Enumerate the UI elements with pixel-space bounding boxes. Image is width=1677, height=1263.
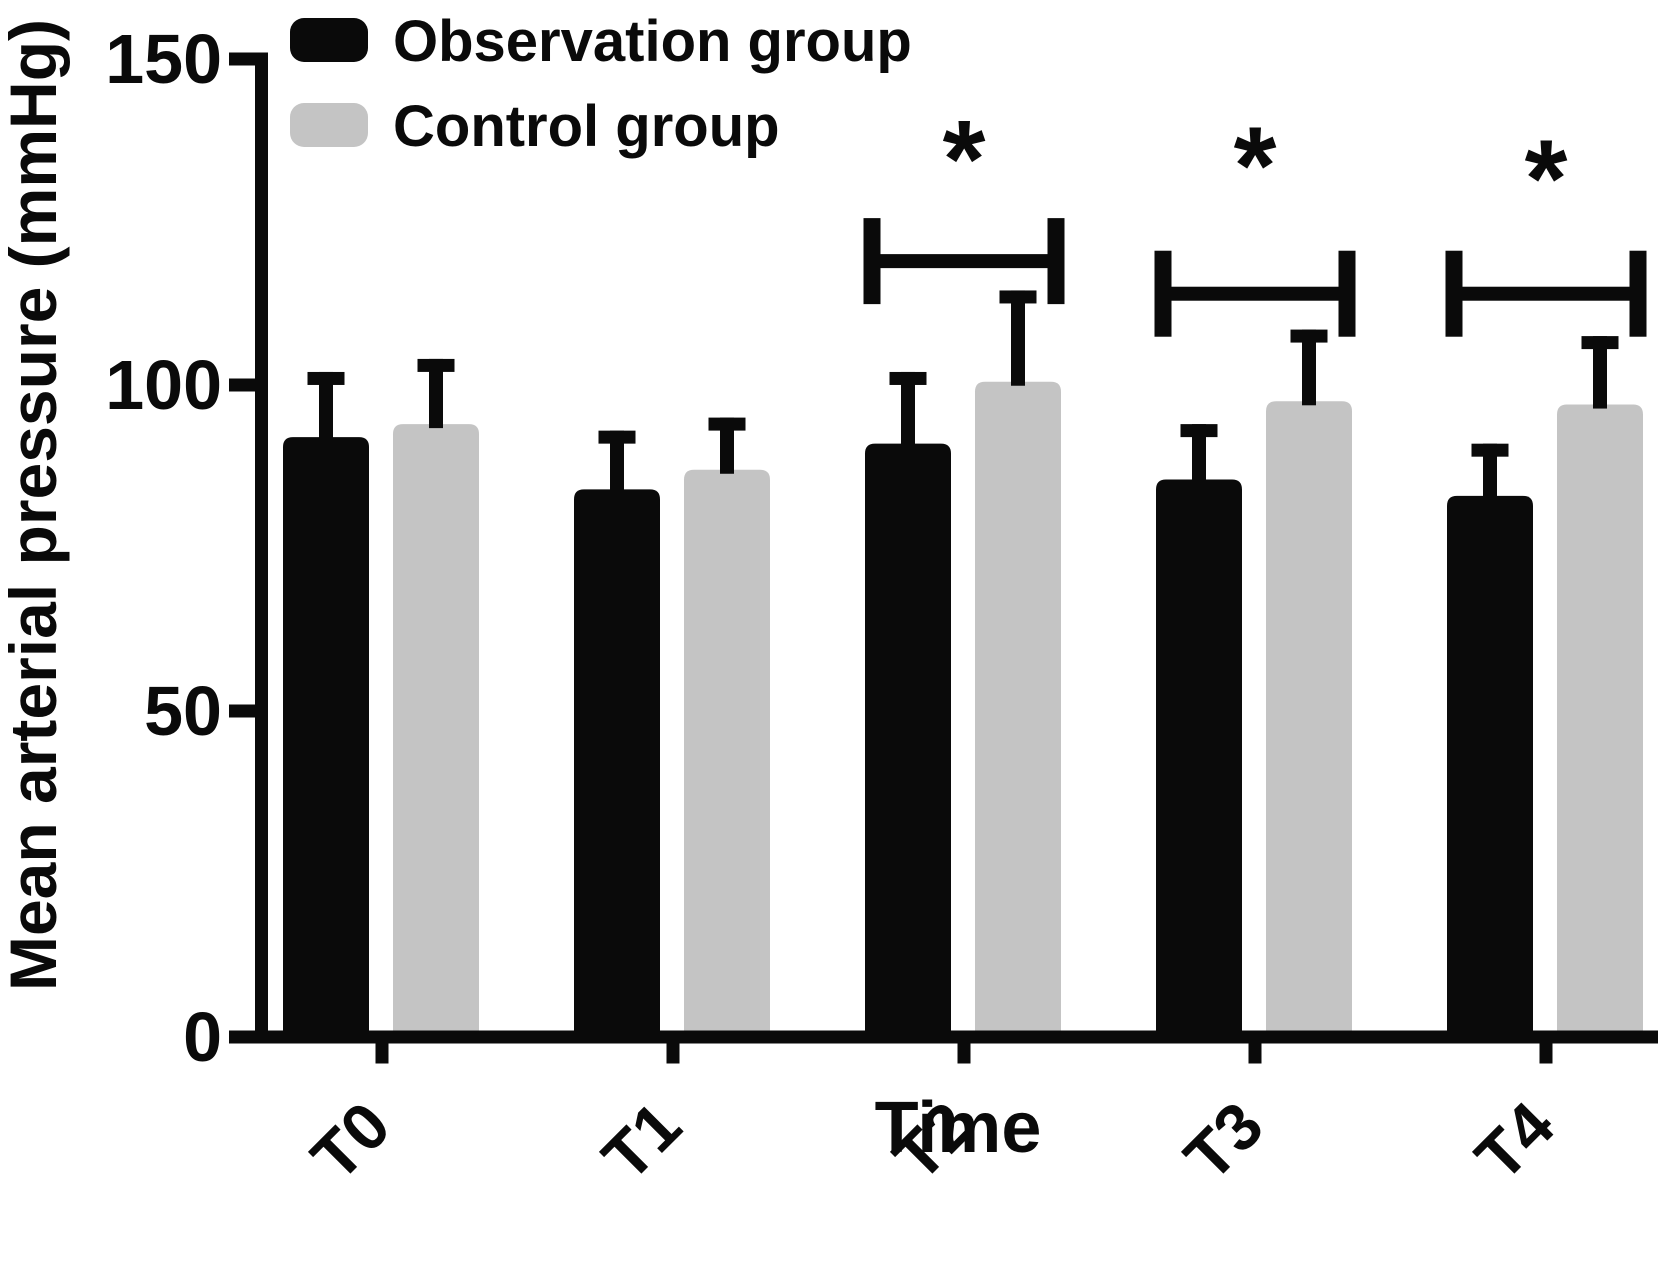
legend-label-observation-group: Observation group [393, 9, 912, 74]
error-cap-control-T3 [1290, 329, 1328, 343]
sig-bracket-left-cap-T2 [863, 218, 881, 305]
error-stem-observation-T1 [610, 430, 624, 494]
x-tick-label-T3: T3 [1170, 1088, 1277, 1195]
y-tick-100 [229, 378, 255, 392]
bar-control-T2 [975, 381, 1061, 1037]
x-tick-T1 [666, 1043, 680, 1064]
x-axis-title: Time [875, 1088, 1042, 1168]
error-stem-observation-T3 [1192, 424, 1206, 484]
error-cap-observation-T3 [1180, 424, 1218, 438]
bar-observation-T1 [574, 489, 660, 1037]
error-stem-control-T0 [429, 358, 443, 429]
y-tick-0 [229, 1030, 255, 1044]
legend-swatch-observation-group [290, 18, 368, 62]
y-tick-label-50: 50 [144, 672, 222, 750]
sig-bracket-right-cap-T3 [1338, 250, 1356, 337]
sig-bracket-left-cap-T3 [1154, 250, 1172, 337]
error-cap-control-T4 [1581, 336, 1619, 350]
error-stem-control-T1 [720, 417, 734, 474]
x-tick-label-T4: T4 [1461, 1087, 1568, 1194]
y-tick-label-150: 150 [105, 20, 222, 98]
sig-bracket-left-cap-T4 [1445, 250, 1463, 337]
x-tick-T0 [375, 1043, 389, 1064]
sig-bracket-line-T3 [1163, 286, 1347, 301]
error-stem-control-T4 [1593, 336, 1607, 409]
bar-control-T1 [684, 469, 770, 1037]
legend-label-control-group: Control group [393, 94, 780, 159]
y-tick-label-0: 0 [183, 998, 222, 1076]
bar-observation-T0 [283, 437, 369, 1037]
legend: Observation group Control group [290, 9, 912, 159]
sig-bracket-line-T2 [872, 254, 1056, 269]
error-cap-observation-T0 [307, 371, 345, 385]
x-tick-T4 [1539, 1043, 1553, 1064]
y-axis-title: Mean arterial pressure (mmHg) [0, 19, 70, 991]
y-tick-50 [229, 704, 255, 718]
error-cap-control-T1 [708, 417, 746, 431]
error-cap-observation-T1 [598, 430, 636, 444]
error-cap-observation-T4 [1471, 443, 1509, 457]
sig-star-T3: * [1234, 104, 1277, 227]
sig-bracket-right-cap-T4 [1629, 250, 1647, 337]
error-stem-control-T2 [1011, 290, 1025, 386]
x-axis-line [255, 1030, 1658, 1044]
error-stem-observation-T4 [1483, 443, 1497, 500]
bar-observation-T4 [1447, 495, 1533, 1038]
bar-observation-T3 [1156, 479, 1242, 1037]
bar-control-T4 [1557, 404, 1643, 1037]
legend-swatch-control-group [290, 103, 368, 147]
x-tick-label-T1: T1 [588, 1088, 695, 1195]
bar-control-T0 [393, 424, 479, 1037]
error-stem-observation-T2 [901, 371, 915, 448]
y-axis-line [255, 52, 268, 1044]
bar-control-T3 [1266, 401, 1352, 1037]
sig-bracket-right-cap-T2 [1047, 218, 1065, 305]
error-cap-control-T2 [999, 290, 1037, 304]
sig-bracket-line-T4 [1454, 286, 1638, 301]
error-cap-observation-T2 [889, 371, 927, 385]
y-tick-label-100: 100 [105, 346, 222, 424]
bar-observation-T2 [865, 443, 951, 1037]
error-stem-control-T3 [1302, 329, 1316, 406]
x-tick-T2 [957, 1043, 971, 1064]
x-tick-label-T0: T0 [297, 1088, 404, 1195]
x-tick-T3 [1248, 1043, 1262, 1064]
sig-star-T2: * [943, 98, 986, 221]
error-cap-control-T0 [417, 358, 455, 372]
y-tick-150 [229, 52, 255, 66]
error-stem-observation-T0 [319, 371, 333, 442]
sig-star-T4: * [1525, 117, 1568, 240]
